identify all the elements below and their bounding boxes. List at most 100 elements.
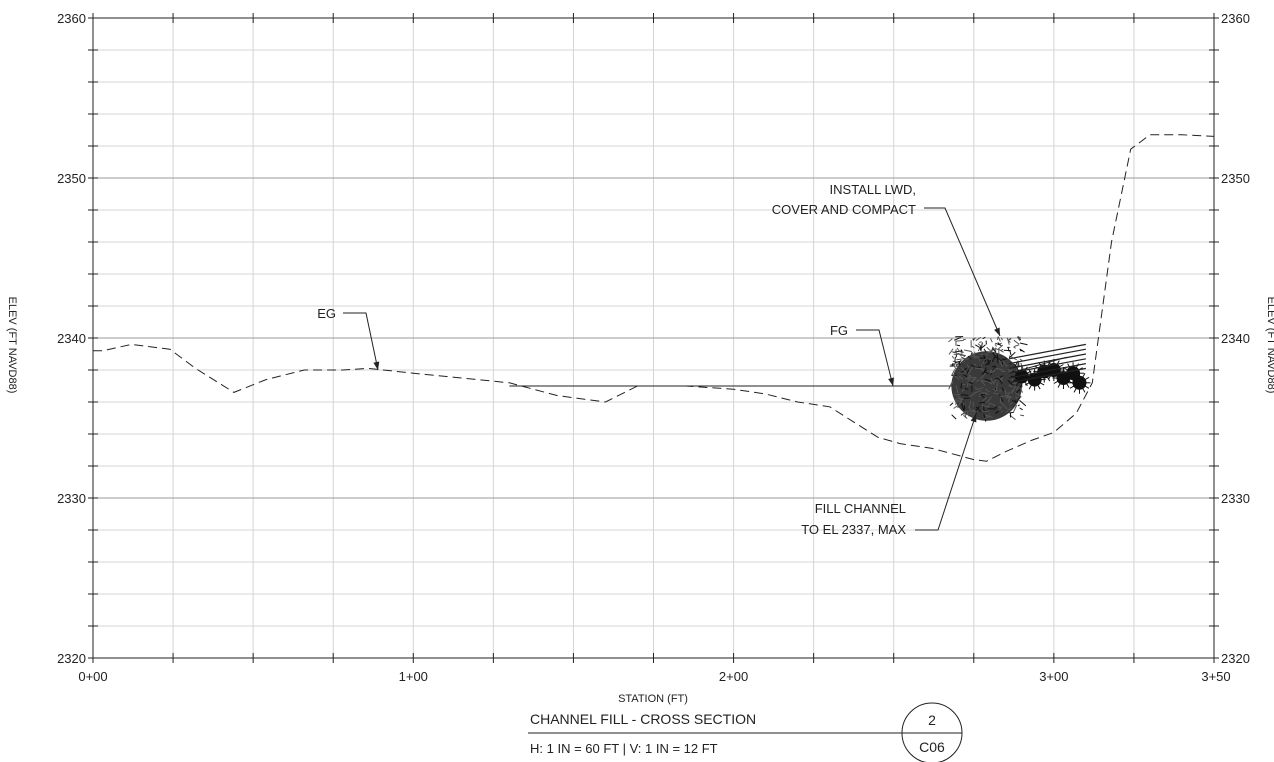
- lwd-debris-mark: [1009, 411, 1014, 414]
- rootwad-spoke: [1063, 367, 1074, 374]
- lwd-debris-mark: [956, 347, 960, 351]
- lwd-debris-mark: [975, 336, 982, 342]
- eg-label: EG: [317, 306, 336, 321]
- lwd-debris-mark: [1019, 348, 1025, 353]
- lwd-debris-mark: [961, 388, 965, 392]
- lwd-debris-mark: [990, 381, 993, 385]
- lwd-debris-mark: [970, 392, 976, 397]
- lwd-debris-mark: [985, 353, 989, 356]
- lwd-debris-mark: [983, 380, 992, 384]
- lwd-debris-mark: [964, 387, 969, 391]
- y-axis-title-right: ELEV (FT NAVD88): [1265, 297, 1274, 394]
- lwd-debris-mark: [1008, 369, 1013, 373]
- rootwad-spoke: [1073, 373, 1080, 384]
- y-tick-label-left: 2360: [57, 11, 86, 26]
- lwd-debris-mark: [983, 367, 987, 372]
- lwd-debris-mark: [1016, 336, 1021, 341]
- rootwad-spoke: [1053, 377, 1064, 384]
- lwd-debris-mark: [1000, 410, 1004, 413]
- lwd-debris-mark: [998, 359, 1003, 367]
- lwd-debris-mark: [989, 377, 995, 385]
- lwd-debris-mark: [963, 360, 965, 363]
- y-tick-label-left: 2350: [57, 171, 86, 186]
- lwd-debris-mark: [1019, 399, 1027, 407]
- lwd-debris-mark: [1019, 342, 1028, 346]
- lwd-debris-mark: [1005, 407, 1012, 413]
- lwd-debris-mark: [993, 388, 996, 392]
- log-stem: [1008, 358, 1086, 374]
- rootwad-spoke: [1067, 363, 1074, 374]
- scale-text: H: 1 IN = 60 FT | V: 1 IN = 12 FT: [530, 741, 718, 756]
- rootwad-spoke: [1063, 372, 1074, 380]
- lwd-arrowhead: [994, 327, 1000, 336]
- lwd-debris-mark: [971, 377, 977, 382]
- lwd-debris-mark: [966, 411, 970, 417]
- lwd-debris-mark: [994, 344, 997, 347]
- fill-arrowhead: [970, 414, 977, 423]
- rootwad-spoke: [1057, 377, 1064, 388]
- log-stem: [1008, 367, 1086, 384]
- lwd-debris-mark: [980, 364, 983, 368]
- y-tick-label-left: 2320: [57, 651, 86, 666]
- y-tick-label-left: 2340: [57, 331, 86, 346]
- rootwad-spoke: [1034, 379, 1041, 390]
- rootwad-spoke: [1073, 382, 1080, 393]
- lwd-debris-mark: [986, 396, 993, 404]
- lwd-debris-mark: [964, 349, 972, 352]
- lwd-debris-mark: [960, 366, 967, 374]
- log-stem: [1008, 348, 1086, 365]
- y-tick-label-right: 2320: [1221, 651, 1250, 666]
- rootwad-spoke: [1079, 382, 1086, 393]
- lwd-debris-mark: [1005, 391, 1008, 395]
- lwd-debris-mark: [970, 412, 976, 417]
- x-tick-label: 2+00: [719, 669, 748, 684]
- lwd-debris-mark: [975, 379, 981, 383]
- fg-leader: [856, 329, 894, 387]
- lwd-debris-mark: [960, 382, 963, 389]
- lwd-label-line1: INSTALL LWD,: [830, 182, 916, 197]
- section-title: CHANNEL FILL - CROSS SECTION: [530, 711, 756, 727]
- lwd-debris-mark: [1002, 360, 1006, 365]
- axis-ticks: [88, 13, 1219, 663]
- lwd-debris-mark: [966, 364, 970, 368]
- lwd-debris-mark: [967, 367, 974, 375]
- lwd-debris-mark: [980, 379, 985, 382]
- lwd-debris-mark: [1020, 414, 1025, 417]
- lwd-debris-mark: [980, 394, 985, 399]
- lwd-debris-mark: [972, 408, 976, 416]
- lwd-debris-mark: [971, 345, 975, 349]
- lwd-debris-mark: [1000, 358, 1007, 361]
- lwd-debris-mark: [1019, 387, 1023, 393]
- rootwad-spoke: [1053, 372, 1064, 379]
- log-stem: [1008, 353, 1086, 369]
- lwd-debris-mark: [987, 362, 991, 366]
- lwd-fill-mass: [951, 351, 1022, 421]
- lwd-debris-mark: [981, 344, 986, 349]
- y-tick-label-left: 2330: [57, 491, 86, 506]
- lwd-debris-mark: [968, 382, 972, 386]
- lwd-debris-mark: [978, 341, 982, 343]
- lwd-debris-mark: [984, 388, 990, 393]
- lwd-debris-mark: [995, 382, 998, 391]
- lwd-debris-mark: [989, 338, 993, 343]
- lwd-debris-mark: [1014, 392, 1022, 398]
- lwd-debris-mark: [970, 350, 977, 358]
- lwd-debris-mark: [1007, 368, 1011, 372]
- lwd-debris-mark: [1015, 396, 1018, 400]
- sheet-reference: C06: [919, 739, 945, 755]
- rootwad-spoke: [1079, 382, 1090, 389]
- lwd-debris-mark: [993, 392, 1000, 395]
- lwd-debris-mark: [1000, 401, 1003, 405]
- lwd-debris-mark: [1013, 405, 1018, 412]
- lwd-debris-mark: [1009, 350, 1012, 356]
- lwd-debris-mark: [1008, 401, 1014, 406]
- lwd-debris-mark: [973, 363, 977, 366]
- lwd-debris-mark: [968, 400, 972, 409]
- lwd-log-cluster: [948, 336, 1091, 422]
- rootwad-spoke: [1069, 376, 1080, 384]
- lwd-debris-mark: [1000, 348, 1004, 352]
- lwd-debris-mark: [997, 336, 1001, 342]
- lwd-debris-mark: [981, 403, 984, 409]
- lwd-debris-mark: [984, 359, 987, 363]
- x-tick-label: 3+50: [1201, 669, 1230, 684]
